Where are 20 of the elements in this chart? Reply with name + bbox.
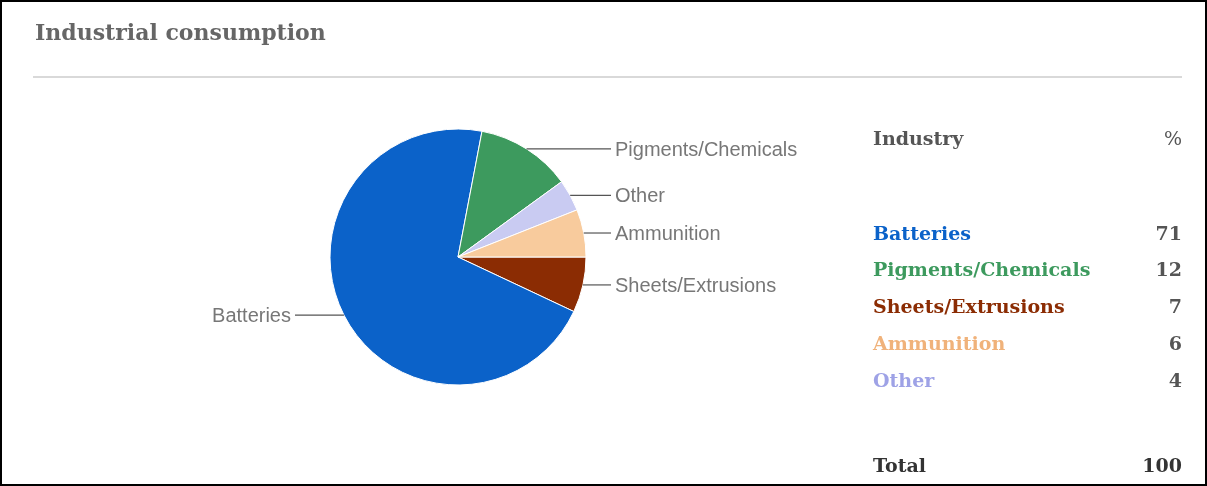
text: Industry: [873, 127, 965, 149]
text: 100: [1142, 453, 1182, 476]
slice-label: Pigments/Chemicals: [615, 137, 798, 160]
category-label: Sheets/Extrusions: [873, 295, 1065, 318]
data-label: 7: [1168, 295, 1182, 318]
category-label: Batteries: [873, 221, 972, 244]
slice-label: Sheets/Extrusions: [615, 273, 777, 296]
slice-label: Other: [615, 184, 666, 207]
slice-label: Batteries: [212, 304, 291, 327]
chart-title: Industrial consumption: [35, 19, 326, 45]
data-label: 12: [1155, 258, 1182, 281]
data-label: 71: [1155, 221, 1182, 244]
data-label: 6: [1168, 332, 1182, 355]
category-label: Ammunition: [872, 332, 1006, 355]
data-label: 4: [1168, 368, 1182, 391]
category-label: Pigments/Chemicals: [873, 258, 1091, 281]
text: Total: [873, 453, 926, 476]
category-label: Other: [873, 368, 936, 391]
slice-label: Ammunition: [615, 222, 721, 245]
text: %: [1163, 127, 1182, 149]
